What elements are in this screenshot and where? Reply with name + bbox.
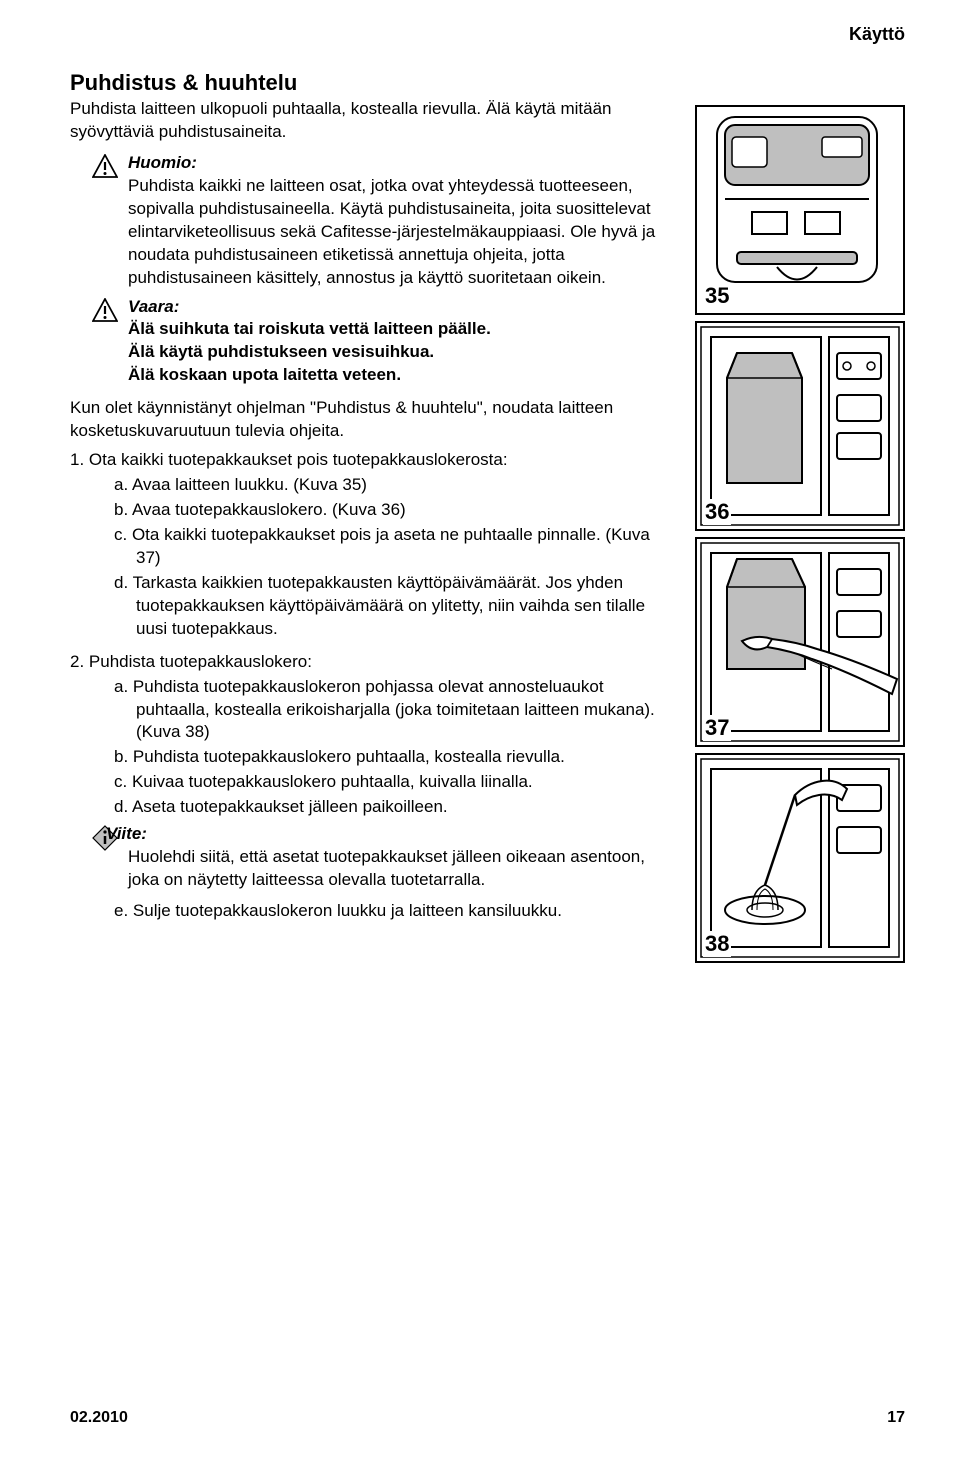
- step-2a: a. Puhdista tuotepakkauslokeron pohjassa…: [114, 676, 677, 745]
- footer-page-number: 17: [887, 1409, 905, 1427]
- warning-triangle-icon: [92, 154, 118, 178]
- section-title: Puhdistus & huuhtelu: [70, 70, 677, 96]
- viite-text: Huolehdi siitä, että asetat tuotepakkauk…: [128, 847, 645, 889]
- huomio-label: Huomio:: [128, 152, 677, 175]
- figure-37-number: 37: [703, 715, 731, 741]
- intro-text: Puhdista laitteen ulkopuoli puhtaalla, k…: [70, 98, 677, 144]
- step-1d: d. Tarkasta kaikkien tuotepakkausten käy…: [114, 572, 677, 641]
- huomio-text: Puhdista kaikki ne laitteen osat, jotka …: [128, 176, 655, 287]
- vaara-line1: Älä suihkuta tai roiskuta vettä laitteen…: [128, 319, 491, 338]
- footer-date: 02.2010: [70, 1409, 128, 1427]
- vaara-label: Vaara:: [128, 296, 491, 319]
- page-footer: 02.2010 17: [70, 1409, 905, 1427]
- vaara-line3: Älä koskaan upota laitetta veteen.: [128, 365, 401, 384]
- vaara-line2: Älä käytä puhdistukseen vesisuihkua.: [128, 342, 434, 361]
- vaara-callout: Vaara: Älä suihkuta tai roiskuta vettä l…: [92, 296, 677, 388]
- figure-38: 38: [695, 753, 905, 963]
- text-column: Puhdistus & huuhtelu Puhdista laitteen u…: [70, 70, 677, 963]
- figure-column: 35 36: [695, 105, 905, 963]
- step-2c: c. Kuivaa tuotepakkauslokero puhtaalla, …: [114, 771, 677, 794]
- figure-35-number: 35: [703, 283, 731, 309]
- step-2b: b. Puhdista tuotepakkauslokero puhtaalla…: [114, 746, 677, 769]
- step-2d: d. Aseta tuotepakkaukset jälleen paikoil…: [114, 796, 677, 819]
- step-1b: b. Avaa tuotepakkauslokero. (Kuva 36): [114, 499, 677, 522]
- page-header-label: Käyttö: [849, 24, 905, 45]
- step-1c: c. Ota kaikki tuotepakkaukset pois ja as…: [114, 524, 677, 570]
- huomio-callout: Huomio: Puhdista kaikki ne laitteen osat…: [92, 152, 677, 290]
- step-1: 1. Ota kaikki tuotepakkaukset pois tuote…: [70, 449, 677, 641]
- body-paragraph: Kun olet käynnistänyt ohjelman "Puhdistu…: [70, 397, 677, 443]
- figure-38-number: 38: [703, 931, 731, 957]
- step-2e: e. Sulje tuotepakkauslokeron luukku ja l…: [114, 900, 677, 923]
- figure-37: 37: [695, 537, 905, 747]
- figure-36: 36: [695, 321, 905, 531]
- figure-36-number: 36: [703, 499, 731, 525]
- step-2: 2. Puhdista tuotepakkauslokero: a. Puhdi…: [70, 651, 677, 923]
- step-1a: a. Avaa laitteen luukku. (Kuva 35): [114, 474, 677, 497]
- warning-triangle-icon: [92, 298, 118, 322]
- figure-35: 35: [695, 105, 905, 315]
- viite-label: Viite:: [128, 823, 677, 846]
